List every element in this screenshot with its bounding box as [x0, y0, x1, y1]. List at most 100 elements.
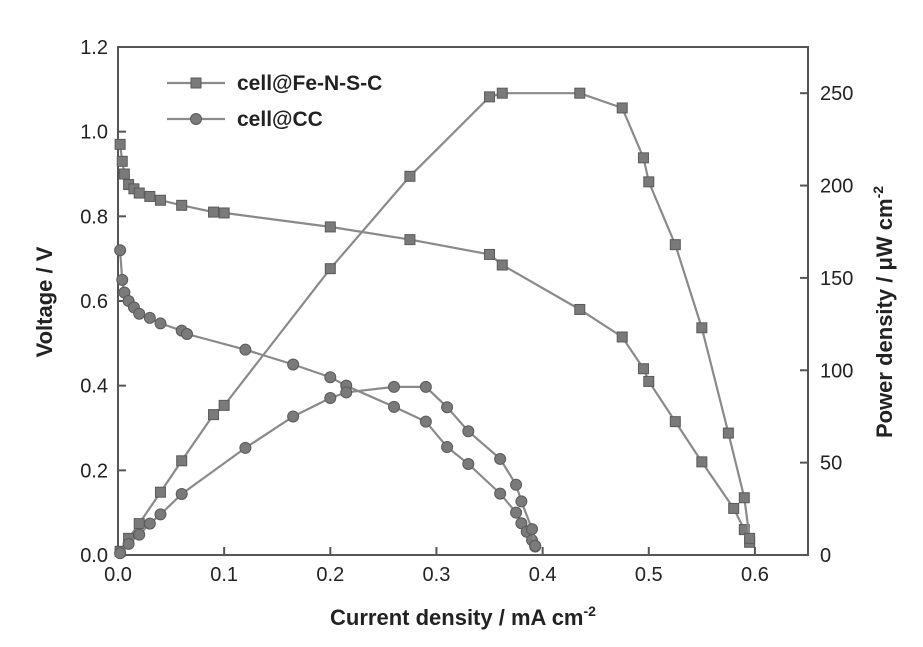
- data-point: [144, 190, 156, 202]
- data-point: [133, 307, 146, 320]
- data-point: [154, 194, 166, 206]
- data-point: [643, 176, 655, 188]
- data-point: [324, 391, 337, 404]
- series-line: [119, 92, 751, 552]
- y-left-tick-label: 0.4: [80, 376, 108, 398]
- data-point: [744, 532, 756, 544]
- data-point: [404, 170, 416, 182]
- data-point: [722, 427, 734, 439]
- y-right-tick-label: 150: [820, 268, 853, 290]
- series-cell-cc-power: [114, 380, 542, 560]
- data-point: [510, 478, 523, 491]
- data-point: [143, 311, 156, 324]
- y-left-tick-label: 1.0: [80, 122, 108, 144]
- data-point: [340, 386, 353, 399]
- data-point: [616, 331, 628, 343]
- data-point: [404, 234, 416, 246]
- data-point: [637, 152, 649, 164]
- data-point: [175, 488, 188, 501]
- data-point: [441, 401, 454, 414]
- data-point: [728, 502, 740, 514]
- x-tick-label: 0.1: [210, 564, 238, 586]
- data-point: [529, 539, 542, 552]
- data-point: [324, 263, 336, 275]
- data-point: [133, 518, 145, 530]
- y-left-tick-label: 0.0: [80, 545, 108, 567]
- data-point: [287, 410, 300, 423]
- data-point: [441, 441, 454, 454]
- y-right-tick-label: 200: [820, 176, 853, 198]
- series-line: [119, 144, 751, 543]
- data-point: [510, 506, 523, 519]
- data-point: [696, 456, 708, 468]
- data-point: [133, 187, 145, 199]
- data-point: [154, 317, 167, 330]
- y-right-tick-label: 50: [820, 453, 842, 475]
- data-point: [122, 537, 135, 550]
- data-point: [419, 415, 432, 428]
- data-point: [669, 239, 681, 251]
- data-point: [218, 399, 230, 411]
- data-point: [324, 371, 337, 384]
- series-cell-fe-n-s-c-power: [114, 87, 756, 557]
- data-point: [116, 273, 129, 286]
- data-point: [208, 206, 220, 218]
- data-point: [287, 358, 300, 371]
- data-point: [484, 248, 496, 260]
- data-point: [133, 528, 146, 541]
- x-tick-label: 0.0: [104, 564, 132, 586]
- y-left-tick-label: 1.2: [80, 37, 108, 59]
- x-tick-label: 0.2: [316, 564, 344, 586]
- y-right-tick-label: 250: [820, 83, 853, 105]
- data-point: [738, 492, 750, 504]
- data-point: [154, 508, 167, 521]
- data-point: [574, 303, 586, 315]
- y-right-tick-label: 100: [820, 360, 853, 382]
- data-point: [496, 259, 508, 271]
- data-point: [515, 495, 528, 508]
- data-point: [154, 486, 166, 498]
- y-right-axis-title: Power density / μW cm-2: [870, 186, 897, 438]
- x-tick-label: 0.6: [741, 564, 769, 586]
- series-layer: [114, 87, 756, 560]
- data-point: [114, 138, 126, 150]
- data-point: [462, 457, 475, 470]
- data-point: [114, 244, 127, 257]
- data-point: [388, 400, 400, 413]
- legend-entry: cell@Fe-N-S-C: [167, 72, 382, 95]
- data-point: [669, 416, 681, 428]
- data-point: [526, 523, 538, 536]
- data-point: [496, 87, 508, 99]
- y-left-tick-label: 0.6: [80, 291, 108, 313]
- data-point: [574, 87, 586, 99]
- data-point: [218, 207, 230, 219]
- x-tick-label: 0.5: [635, 564, 663, 586]
- y-left-axis-title: Voltage / V: [32, 246, 57, 357]
- data-point: [696, 322, 708, 334]
- data-point: [484, 91, 496, 103]
- data-point: [239, 343, 252, 356]
- legend-marker: [190, 113, 202, 125]
- data-point: [462, 425, 475, 438]
- data-point: [324, 221, 336, 233]
- x-tick-label: 0.4: [529, 564, 557, 586]
- data-point: [176, 199, 188, 211]
- legend-marker: [190, 77, 202, 89]
- data-point: [114, 547, 127, 560]
- data-point: [494, 452, 507, 465]
- data-point: [176, 455, 188, 467]
- data-point: [388, 380, 400, 393]
- data-point: [239, 441, 252, 454]
- data-point: [515, 517, 528, 530]
- data-point: [143, 517, 156, 530]
- data-point: [118, 168, 130, 180]
- legend-entry: cell@CC: [167, 108, 323, 131]
- data-point: [181, 328, 193, 341]
- series-cell-cc-polarization: [114, 244, 542, 553]
- legend: cell@Fe-N-S-C cell@CC: [167, 72, 382, 131]
- y-left-tick-label: 0.8: [80, 206, 108, 228]
- data-point: [494, 487, 507, 500]
- data-point: [616, 102, 628, 114]
- legend-label: cell@CC: [237, 108, 323, 131]
